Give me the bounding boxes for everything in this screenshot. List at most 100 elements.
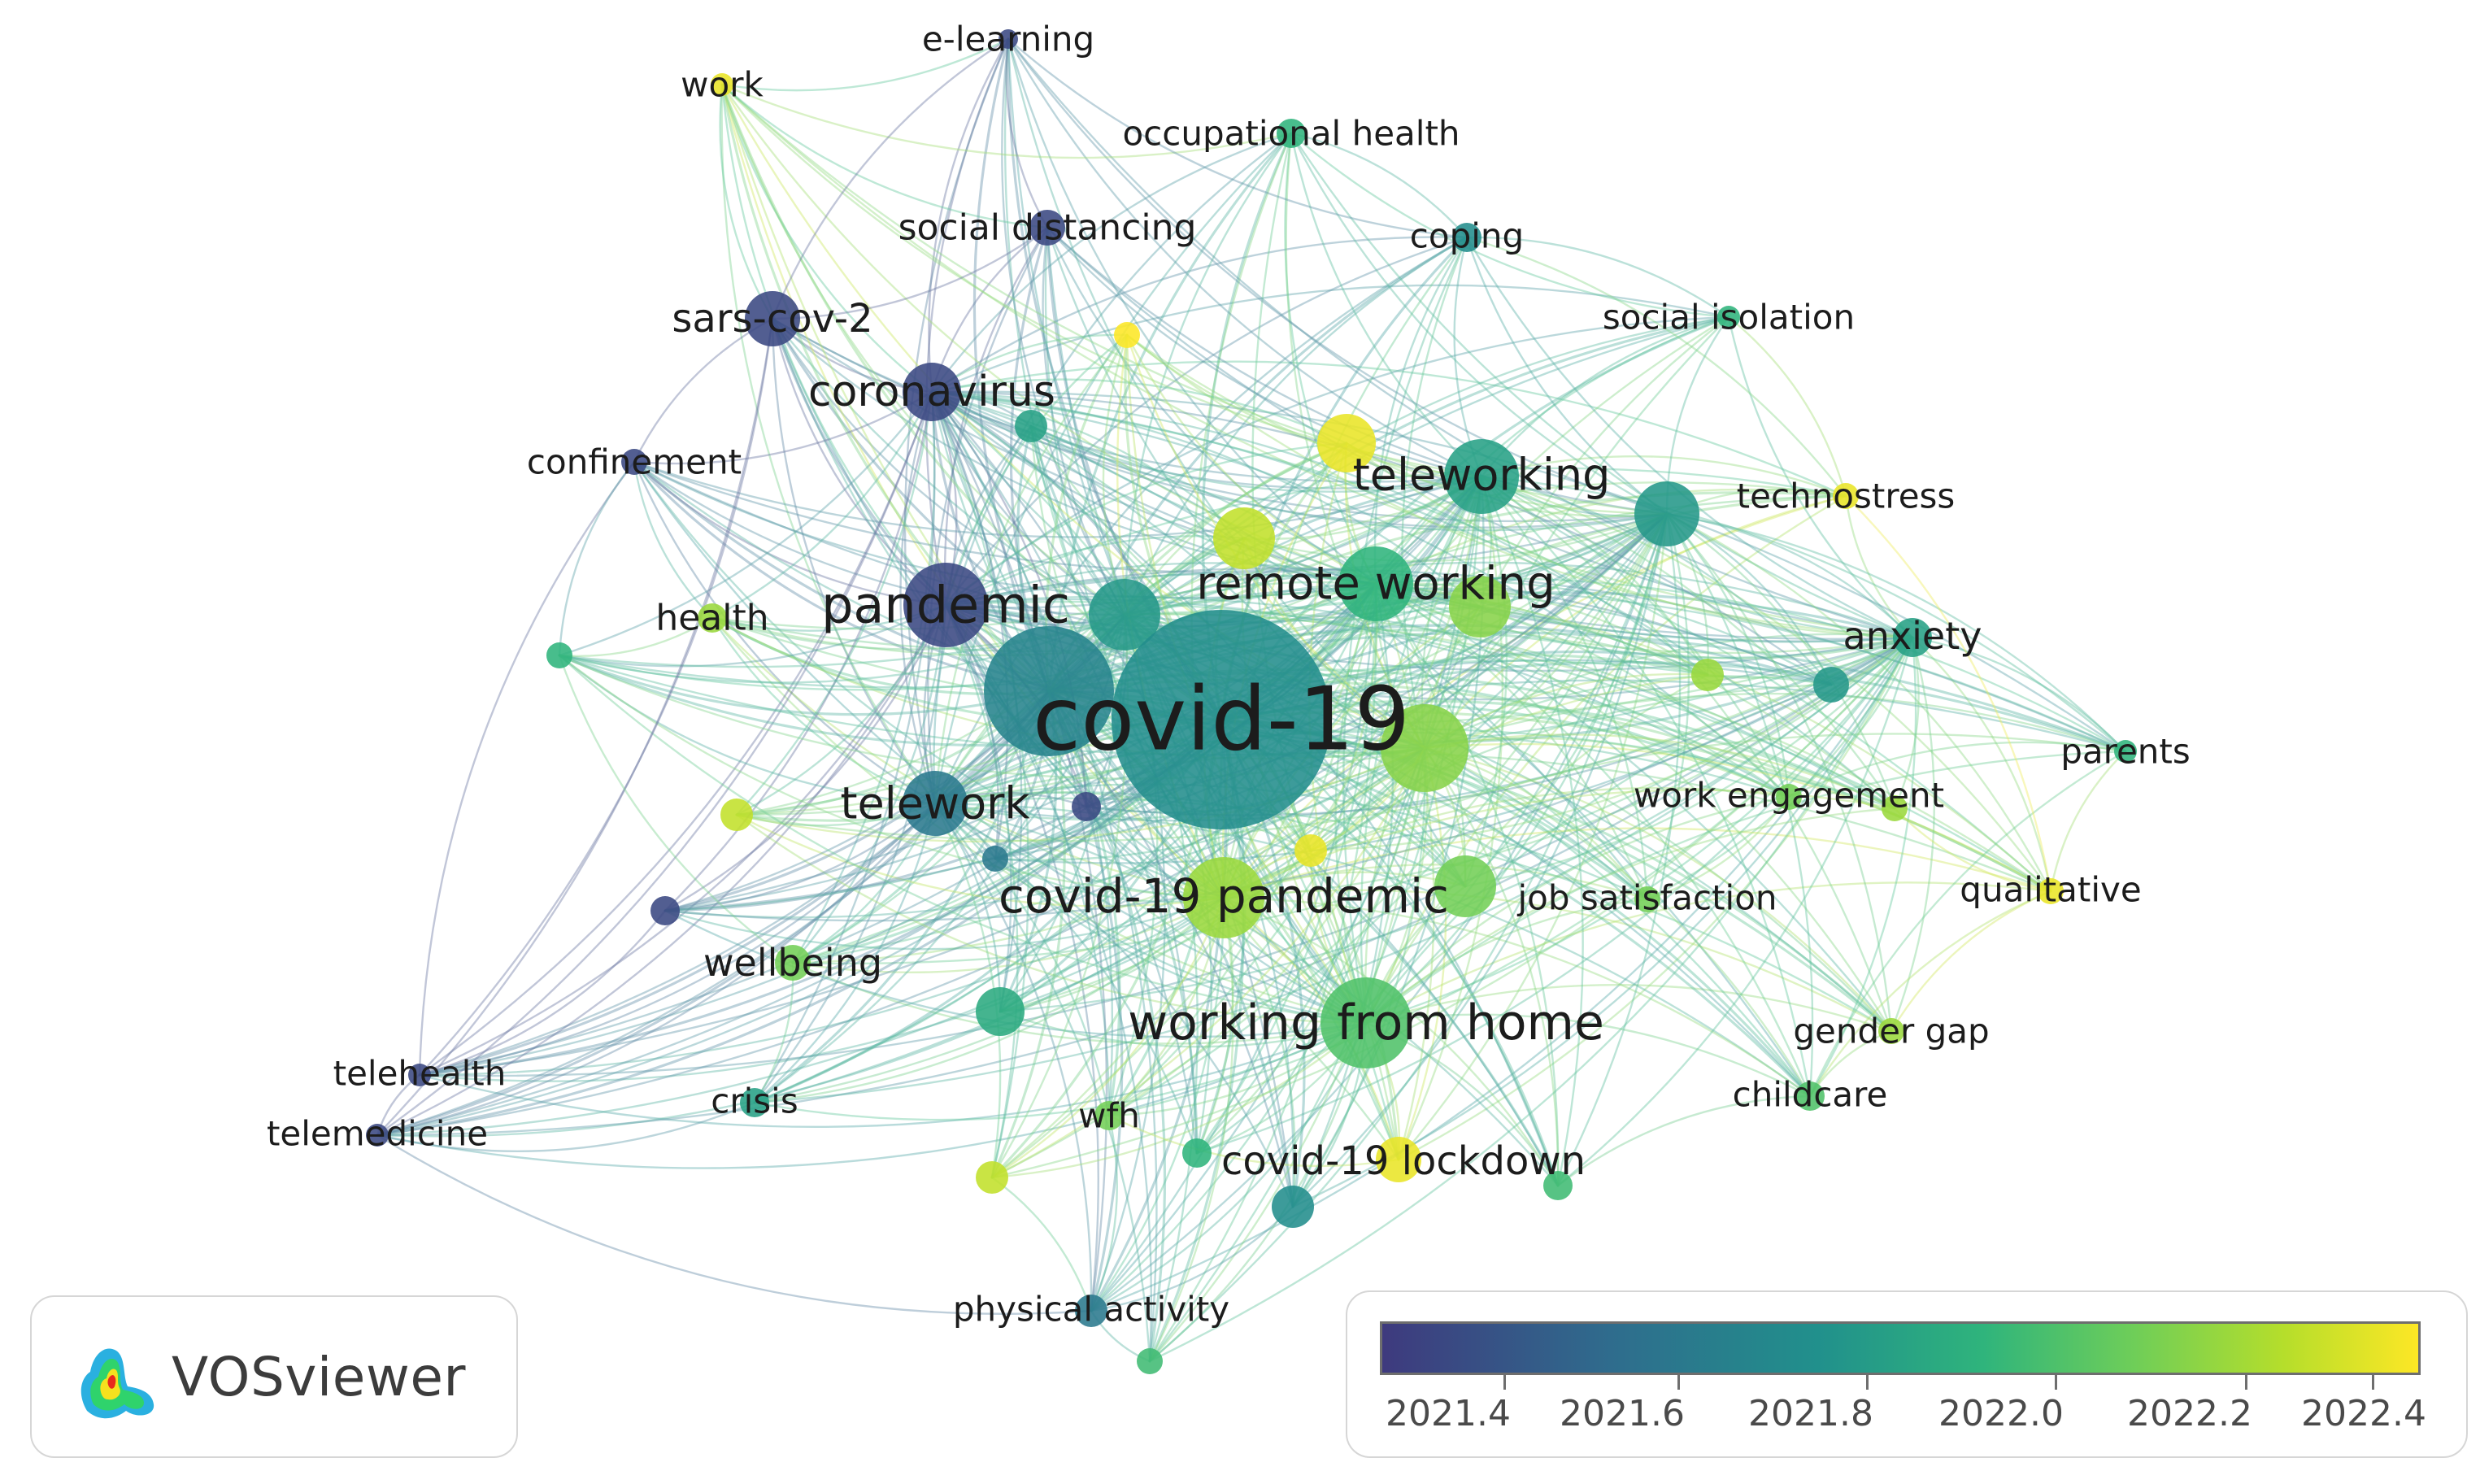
keyword-label-coping[interactable]: coping [1410, 216, 1524, 256]
keyword-node-socialisolation[interactable] [1717, 306, 1740, 329]
keyword-node-confinement[interactable] [621, 449, 647, 475]
keyword-node-telemedicine[interactable] [366, 1124, 389, 1147]
keyword-label-covid19lockdown[interactable]: covid-19 lockdown [1221, 1138, 1586, 1184]
keyword-bubble[interactable] [1449, 576, 1511, 638]
keyword-label-workengagement[interactable]: work engagement [1634, 776, 1944, 816]
keyword-node-qualitative[interactable] [2038, 878, 2064, 904]
keyword-label-teleworking[interactable]: teleworking [1353, 450, 1611, 501]
network-link [933, 802, 1111, 1117]
keyword-label-work[interactable]: work [681, 65, 764, 105]
keyword-bubble[interactable] [984, 626, 1114, 756]
keyword-bubble[interactable] [1114, 322, 1140, 348]
keyword-node-coronavirus[interactable] [903, 363, 961, 421]
keyword-bubble[interactable] [546, 642, 572, 668]
keyword-label-telemedicine[interactable]: telemedicine [267, 1114, 488, 1154]
keyword-bubble[interactable] [650, 896, 680, 925]
keyword-bubble[interactable] [1381, 704, 1468, 792]
network-link [1290, 132, 1483, 478]
keyword-node-telehealth[interactable] [408, 1064, 431, 1086]
keyword-node-telework[interactable] [903, 771, 968, 836]
keyword-node-remoteworking[interactable] [1338, 546, 1413, 621]
keyword-node-wfh[interactable] [1094, 1101, 1124, 1130]
keyword-bubble[interactable] [976, 1161, 1008, 1194]
keyword-node-sarscov2[interactable] [745, 291, 800, 346]
keyword-node-work[interactable] [711, 73, 733, 96]
keyword-bubble[interactable] [1543, 1171, 1573, 1200]
keyword-label-occupationalhealth[interactable]: occupational health [1122, 114, 1460, 154]
keyword-node-parents[interactable] [2114, 740, 2137, 763]
keyword-node-technostress[interactable] [1833, 483, 1859, 509]
network-link [664, 605, 1481, 912]
keyword-bubble[interactable] [1634, 481, 1699, 546]
keyword-label-crisis[interactable]: crisis [711, 1081, 798, 1121]
keyword-bubble[interactable] [1813, 667, 1849, 703]
keyword-label-wellbeing[interactable]: wellbeing [703, 941, 882, 985]
network-link [1125, 333, 1377, 585]
keyword-label-parents[interactable]: parents [2060, 732, 2191, 772]
keyword-label-telehealth[interactable]: telehealth [333, 1054, 507, 1094]
network-link [1242, 512, 1669, 563]
keyword-label-telework[interactable]: telework [840, 778, 1030, 829]
keyword-label-physicalactivity[interactable]: physical activity [953, 1290, 1229, 1330]
keyword-bubble[interactable] [1137, 1348, 1163, 1374]
legend-tick-label: 2022.4 [2301, 1393, 2426, 1434]
keyword-node-teleworking[interactable] [1444, 439, 1519, 514]
keyword-bubble[interactable] [1072, 792, 1101, 821]
keyword-label-covid19pandemic[interactable]: covid-19 pandemic [999, 868, 1449, 924]
keyword-label-wfh[interactable]: wfh [1078, 1096, 1140, 1136]
keyword-node-anxiety[interactable] [1893, 618, 1932, 657]
keyword-bubble[interactable] [1294, 834, 1327, 867]
keyword-bubble[interactable] [1089, 579, 1160, 651]
keyword-bubble[interactable] [1882, 795, 1908, 821]
network-link [944, 603, 1012, 1013]
keyword-label-anxiety[interactable]: anxiety [1843, 614, 1982, 658]
keyword-node-gendergap[interactable] [1878, 1018, 1904, 1044]
network-link [933, 802, 1199, 1155]
keyword-bubble[interactable] [1434, 855, 1496, 917]
keyword-bubble[interactable] [1317, 414, 1376, 472]
keyword-bubble[interactable] [1272, 1186, 1314, 1228]
keyword-bubble[interactable] [976, 987, 1025, 1036]
keyword-label-jobsatisfaction[interactable]: job satisfaction [1516, 878, 1777, 918]
keyword-node-socialdistancing[interactable] [1029, 210, 1065, 246]
keyword-node-jobsatisfaction[interactable] [1634, 886, 1660, 912]
keyword-node-crisis[interactable] [740, 1088, 769, 1117]
keyword-node-covid19pandemic[interactable] [1183, 857, 1264, 938]
keyword-node-covid19[interactable] [1112, 610, 1331, 829]
keyword-bubble[interactable] [720, 799, 753, 831]
keyword-label-qualitative[interactable]: qualitative [1960, 870, 2141, 910]
keyword-label-covid19[interactable]: covid-19 [1033, 669, 1410, 771]
keyword-label-pandemic[interactable]: pandemic [821, 576, 1070, 635]
keyword-label-confinement[interactable]: confinement [527, 442, 742, 482]
keyword-node-wellbeing[interactable] [775, 945, 811, 981]
keyword-node-coping[interactable] [1452, 223, 1481, 252]
keyword-bubble[interactable] [1213, 507, 1275, 569]
keyword-label-workingfromhome[interactable]: working from home [1128, 994, 1604, 1051]
keyword-node-health[interactable] [698, 603, 727, 633]
keyword-bubble[interactable] [982, 846, 1008, 872]
keyword-node-occupationalhealth[interactable] [1277, 119, 1306, 148]
keyword-node-covid19lockdown[interactable] [1376, 1137, 1421, 1182]
keyword-node-physicalactivity[interactable] [1075, 1295, 1107, 1327]
keyword-label-health[interactable]: health [655, 598, 768, 639]
keyword-node-childcare[interactable] [1795, 1081, 1825, 1111]
keyword-label-remoteworking[interactable]: remote working [1196, 558, 1555, 611]
keyword-node-workengagement[interactable] [1776, 784, 1802, 810]
network-link [1844, 494, 2052, 893]
keyword-node-pandemic[interactable] [903, 563, 988, 647]
keyword-label-socialisolation[interactable]: social isolation [1603, 298, 1855, 337]
keyword-bubble[interactable] [1182, 1138, 1212, 1168]
network-link [791, 746, 1426, 964]
keyword-bubble[interactable] [1691, 659, 1724, 691]
keyword-label-coronavirus[interactable]: coronavirus [808, 368, 1055, 416]
keyword-node-workingfromhome[interactable] [1320, 977, 1412, 1068]
keyword-label-elearning[interactable]: e-learning [922, 20, 1094, 59]
keyword-node-elearning[interactable] [999, 29, 1018, 49]
keyword-label-sarscov2[interactable]: sars-cov-2 [672, 296, 872, 342]
keyword-label-socialdistancing[interactable]: social distancing [898, 207, 1197, 249]
keyword-label-technostress[interactable]: technostress [1737, 477, 1956, 516]
keyword-label-gendergap[interactable]: gender gap [1793, 1012, 1989, 1051]
keyword-bubble[interactable] [1015, 410, 1047, 442]
keyword-label-childcare[interactable]: childcare [1733, 1075, 1888, 1115]
